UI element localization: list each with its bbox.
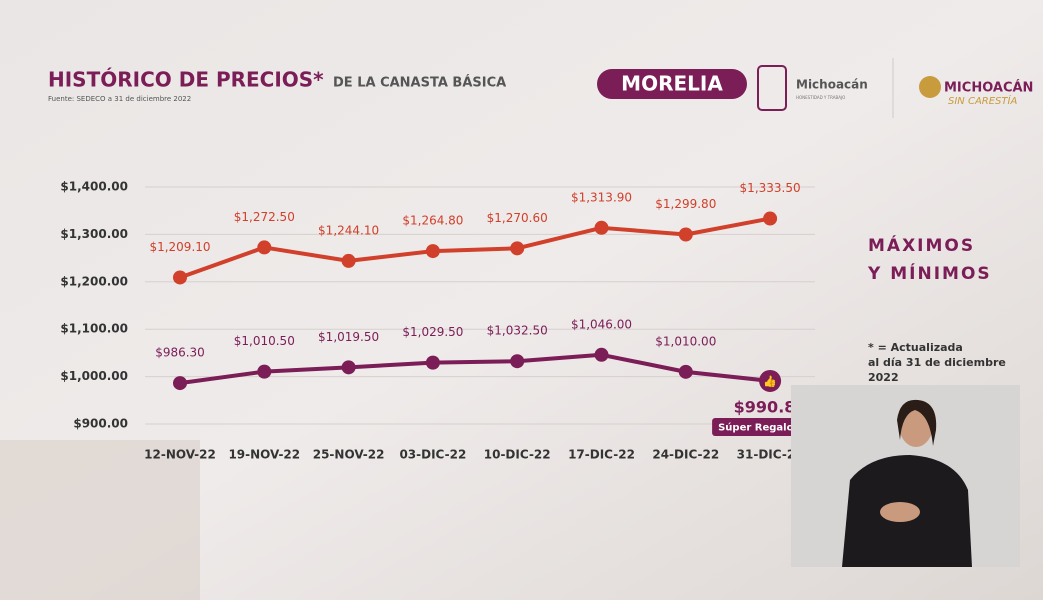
value-label: $1,046.00 (571, 317, 632, 331)
x-tick-label: 24-DIC-22 (652, 448, 719, 462)
source-note: Fuente: SEDECO a 31 de diciembre 2022 (48, 95, 191, 103)
series-line (179, 352, 771, 386)
plot: $900.00 $1,000.00 $1,100.00 $1,200.00 $1,300… (60, 180, 815, 462)
y-tick-label: $1,200.00 (60, 274, 128, 288)
y-tick-label: $1,400.00 (60, 180, 128, 194)
chart-subtitle: DE LA CANASTA BÁSICA (333, 75, 506, 91)
state-crest (757, 65, 787, 111)
data-point (763, 211, 778, 226)
campaign-motto: SIN CARESTÍA (948, 94, 1017, 107)
side-heading: Y MÍNIMOS (867, 262, 992, 284)
y-tick-label: $1,000.00 (60, 369, 128, 383)
thumbs-icon: 👍 (763, 375, 777, 388)
y-tick-label: $900.00 (73, 417, 128, 431)
data-point (594, 347, 609, 362)
state-motto: HONESTIDAD Y TRABAJO (796, 95, 845, 100)
series-line (179, 216, 771, 280)
data-point (594, 220, 609, 235)
campaign-icon (919, 76, 941, 98)
side-note: al día 31 de diciembre (868, 356, 1006, 369)
x-tick-label: 25-NOV-22 (313, 448, 385, 462)
data-point (257, 364, 272, 379)
state-name: Michoacán (796, 78, 868, 92)
value-label: $1,209.10 (149, 240, 210, 254)
data-point (510, 241, 525, 256)
x-tick-label: 10-DIC-22 (484, 448, 551, 462)
annotation: Súper Regalo (718, 421, 793, 433)
logo-text: MORELIA (621, 72, 723, 96)
data-point (341, 253, 356, 268)
x-tick-label: 12-NOV-22 (144, 448, 216, 462)
y-tick-label: $1,100.00 (60, 322, 128, 336)
data-point (678, 364, 693, 379)
interpreter-hair (897, 399, 937, 446)
data-point (173, 376, 187, 391)
value-label: $1,244.10 (318, 223, 379, 237)
value-label: $1,272.50 (234, 210, 295, 224)
value-label: $1,010.00 (655, 334, 716, 348)
value-label: $1,333.50 (740, 181, 801, 195)
side-heading: MÁXIMOS (868, 234, 975, 256)
x-tick-label: 03-DIC-22 (399, 448, 466, 462)
data-point (425, 244, 440, 259)
data-point (257, 240, 272, 255)
background-blur (0, 440, 200, 600)
campaign-name: MICHOACÁN (944, 80, 1033, 96)
value-label: $986.30 (155, 346, 205, 360)
side-note: * = Actualizada (868, 341, 963, 354)
data-point (425, 355, 440, 370)
value-label: $1,313.90 (571, 190, 632, 204)
value-label: $990.80 (734, 397, 807, 416)
value-label: $1,299.80 (655, 197, 716, 211)
value-label: $1,270.60 (487, 211, 548, 225)
data-point (510, 354, 525, 369)
value-label: $1,032.50 (487, 324, 548, 338)
chart-title: HISTÓRICO DE PRECIOS* (48, 68, 324, 92)
interpreter-hands (880, 502, 920, 522)
y-tick-label: $1,300.00 (60, 227, 128, 241)
x-tick-label: 19-NOV-22 (228, 448, 300, 462)
side-note: 2022 (868, 371, 899, 384)
value-label: $1,010.50 (234, 334, 295, 348)
annotation-badge (712, 417, 813, 436)
x-tick-label: 17-DIC-22 (568, 448, 635, 462)
data-point (341, 360, 356, 375)
data-point (173, 270, 187, 285)
x-tick-label: 31-DIC-22 (737, 448, 804, 462)
data-point (678, 227, 693, 242)
video-overlay (791, 385, 1020, 567)
logo-badge (597, 69, 747, 99)
value-label: $1,264.80 (402, 214, 463, 228)
value-label: $1,029.50 (402, 325, 463, 339)
value-label: $1,019.50 (318, 330, 379, 344)
data-point (759, 369, 782, 392)
